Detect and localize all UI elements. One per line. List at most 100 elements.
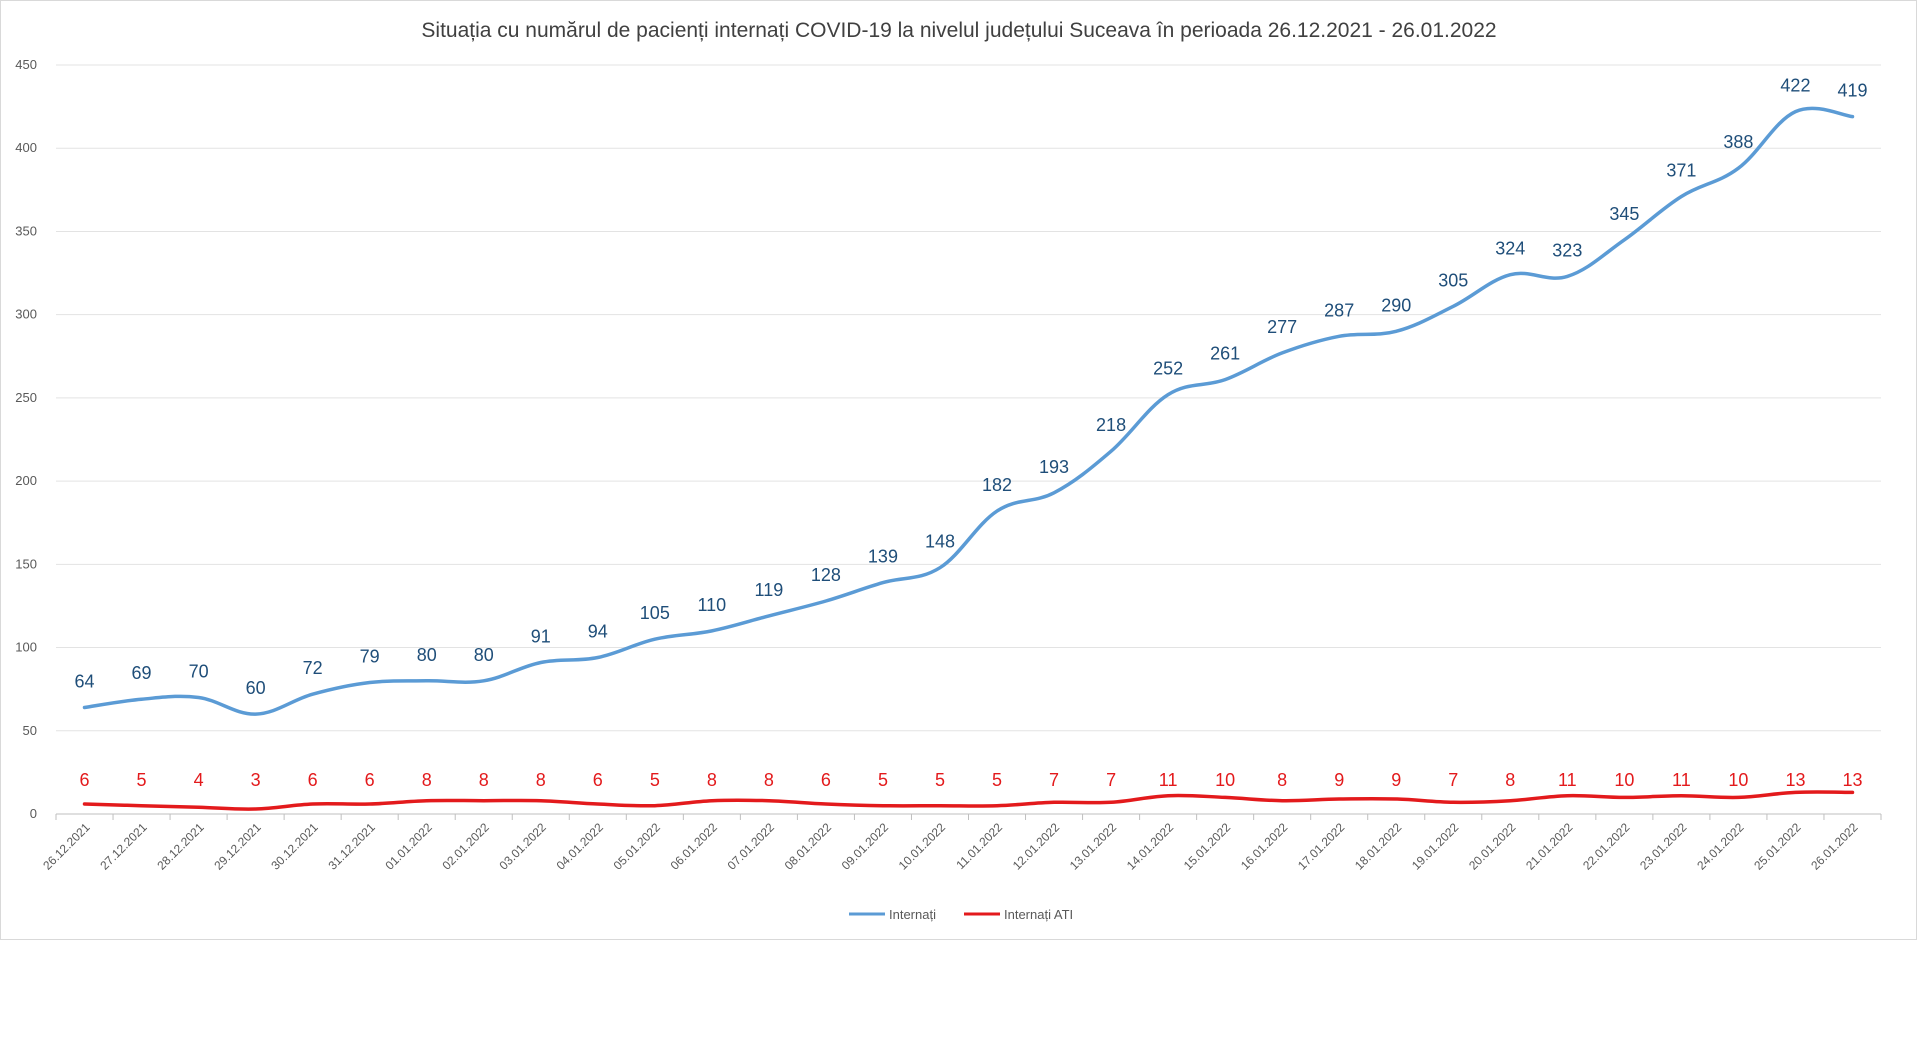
data-label-internati: 323 (1552, 240, 1582, 260)
series-lines (82, 106, 1855, 811)
data-label-internati-ati: 10 (1215, 770, 1235, 790)
data-label-internati: 371 (1666, 160, 1696, 180)
y-tick-label: 450 (15, 57, 37, 72)
x-tick-label: 12.01.2022 (1010, 820, 1063, 873)
y-tick-label: 200 (15, 473, 37, 488)
data-label-internati-ati: 7 (1049, 770, 1059, 790)
x-tick-label: 19.01.2022 (1409, 820, 1462, 873)
data-label-internati-ati: 5 (935, 770, 945, 790)
data-label-internati: 218 (1096, 415, 1126, 435)
data-label-internati: 119 (755, 580, 784, 600)
data-label-internati: 91 (531, 627, 551, 647)
x-tick-label: 23.01.2022 (1637, 820, 1690, 873)
y-tick-label: 250 (15, 390, 37, 405)
line-chart: Situația cu numărul de pacienți internaț… (15, 19, 1882, 922)
data-label-internati-ati: 3 (251, 770, 261, 790)
grid (56, 64, 1881, 815)
data-label-internati: 261 (1210, 344, 1240, 364)
x-tick-label: 06.01.2022 (668, 820, 721, 873)
data-label-internati: 60 (246, 678, 266, 698)
x-tick-label: 09.01.2022 (839, 820, 892, 873)
x-tick-label: 05.01.2022 (611, 820, 664, 873)
data-label-internati: 287 (1324, 300, 1354, 320)
x-tick-label: 27.12.2021 (97, 820, 150, 873)
x-tick-label: 14.01.2022 (1124, 820, 1177, 873)
data-label-internati-ati: 10 (1728, 770, 1748, 790)
series-line-internati (82, 106, 1855, 716)
data-label-internati: 110 (698, 595, 727, 615)
x-axis: 26.12.2021 27.12.2021 28.12.2021 29.12.2021… (40, 814, 1882, 873)
x-tick-label: 03.01.2022 (497, 820, 550, 873)
data-label-internati: 419 (1837, 81, 1867, 101)
x-tick-label: 18.01.2022 (1352, 820, 1405, 873)
data-label-internati: 64 (75, 671, 95, 691)
data-label-internati-ati: 6 (365, 770, 375, 790)
data-label-internati-ati: 5 (878, 770, 888, 790)
data-label-internati: 388 (1723, 132, 1753, 152)
x-tick-label: 24.01.2022 (1694, 820, 1747, 873)
x-tick-label: 10.01.2022 (896, 820, 949, 873)
legend-label: Internați (889, 907, 936, 922)
data-label-internati-ati: 5 (992, 770, 1002, 790)
data-label-internati-ati: 6 (821, 770, 831, 790)
data-label-internati-ati: 6 (593, 770, 603, 790)
series-line-internati-ati (82, 790, 1855, 811)
data-label-internati: 277 (1267, 317, 1297, 337)
data-label-internati: 252 (1153, 359, 1183, 379)
data-label-internati-ati: 6 (80, 770, 90, 790)
legend-item-internati-ati: Internați ATI (964, 907, 1073, 922)
x-tick-label: 01.01.2022 (382, 820, 435, 873)
data-label-internati-ati: 8 (536, 770, 546, 790)
x-tick-label: 02.01.2022 (439, 820, 492, 873)
data-label-internati: 324 (1495, 239, 1525, 259)
y-tick-label: 350 (15, 223, 37, 238)
x-tick-label: 21.01.2022 (1523, 820, 1576, 873)
x-tick-label: 26.01.2022 (1808, 820, 1861, 873)
data-label-internati-ati: 11 (1558, 770, 1577, 790)
legend-item-internati: Internați (849, 907, 936, 922)
x-tick-label: 20.01.2022 (1466, 820, 1519, 873)
x-tick-label: 29.12.2021 (211, 820, 264, 873)
data-label-internati-ati: 9 (1334, 770, 1344, 790)
data-label-internati-ati: 7 (1106, 770, 1116, 790)
y-tick-label: 100 (15, 640, 37, 655)
y-tick-label: 300 (15, 307, 37, 322)
data-label-internati-ati: 7 (1448, 770, 1458, 790)
chart-frame: Situația cu numărul de pacienți internaț… (0, 0, 1917, 940)
data-label-internati: 345 (1609, 204, 1639, 224)
data-label-internati-ati: 13 (1842, 770, 1862, 790)
y-tick-label: 150 (15, 556, 37, 571)
data-label-internati-ati: 4 (194, 770, 204, 790)
data-label-internati: 79 (360, 647, 380, 667)
x-tick-label: 28.12.2021 (154, 820, 207, 873)
data-label-internati-ati: 8 (764, 770, 774, 790)
data-label-internati-ati: 5 (650, 770, 660, 790)
data-label-internati: 70 (189, 661, 209, 681)
data-label-internati-ati: 5 (137, 770, 147, 790)
x-tick-label: 08.01.2022 (782, 820, 835, 873)
legend: Internați Internați ATI (849, 907, 1073, 922)
data-label-internati: 69 (132, 663, 152, 683)
data-label-internati: 305 (1438, 270, 1468, 290)
data-label-internati-ati: 8 (422, 770, 432, 790)
data-label-internati: 105 (640, 603, 670, 623)
data-label-internati-ati: 10 (1614, 770, 1634, 790)
x-tick-label: 26.12.2021 (40, 820, 93, 873)
data-label-internati: 128 (811, 565, 841, 585)
data-label-internati: 193 (1039, 457, 1069, 477)
data-label-internati-ati: 13 (1785, 770, 1805, 790)
x-tick-label: 25.01.2022 (1751, 820, 1804, 873)
x-tick-label: 22.01.2022 (1580, 820, 1633, 873)
y-tick-label: 50 (23, 723, 37, 738)
data-label-internati-ati: 8 (479, 770, 489, 790)
data-label-internati: 80 (474, 645, 494, 665)
data-label-internati-ati: 11 (1672, 770, 1691, 790)
data-label-internati: 94 (588, 622, 608, 642)
data-label-internati: 72 (303, 658, 323, 678)
x-tick-label: 11.01.2022 (953, 820, 1005, 872)
x-tick-label: 07.01.2022 (725, 820, 778, 873)
data-label-internati-ati: 8 (707, 770, 717, 790)
x-tick-label: 16.01.2022 (1238, 820, 1291, 873)
y-axis: 0 50 100 150 200 250 300 350 400 450 (15, 57, 37, 821)
